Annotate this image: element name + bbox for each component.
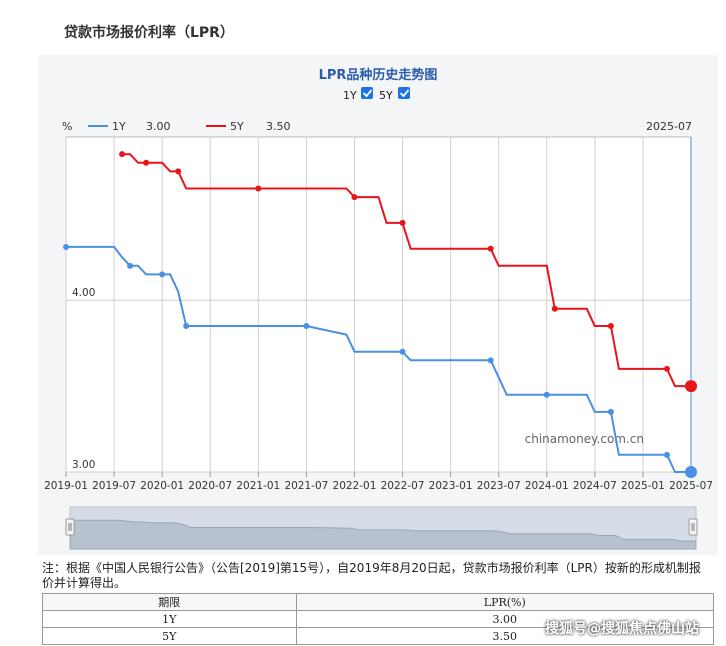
x-tick-label: 2021-01	[236, 480, 280, 492]
data-point-1y	[399, 348, 406, 355]
lpr-chart: LPR品种历史走势图 1Y 5Y % 1Y 3.00 5Y 3.50 2025-…	[44, 67, 713, 550]
y-axis-ticks: 3.00 4.00	[72, 287, 95, 471]
toggle-5y-label: 5Y	[379, 89, 393, 102]
data-point-5y	[255, 185, 262, 192]
series-line-1y	[66, 245, 691, 473]
data-point-5y	[351, 194, 358, 201]
navigator-left-handle[interactable]	[65, 518, 75, 536]
x-axis-ticks: 2019-01 2019-07 2020-01 2020-07 2021-01 2021-…	[44, 472, 713, 492]
highlight-point-5y	[685, 380, 697, 393]
x-tick-label: 2025-01	[621, 480, 665, 492]
table-cell-term: 1Y	[42, 610, 297, 628]
data-point-1y	[663, 451, 670, 458]
source-label: chinamoney.com.cn	[525, 432, 644, 446]
data-point-5y	[551, 305, 558, 312]
table-row: 1Y 3.00	[42, 610, 715, 628]
table-header-term: 期限	[42, 593, 297, 611]
data-point-5y	[663, 365, 670, 372]
x-tick-label: 2025-07	[669, 480, 713, 492]
watermark: 搜狐号@搜狐焦点佛山站	[545, 621, 699, 637]
page-heading: 贷款市场报价利率（LPR）	[64, 25, 234, 41]
data-point-1y	[607, 408, 614, 415]
footnote: 注：根据《中国人民银行公告》（公告[2019]第15号），自2019年8月20日…	[42, 561, 701, 590]
x-tick-label: 2023-07	[477, 480, 521, 492]
y-axis-label: %	[62, 120, 72, 133]
table-row: 5Y 3.50	[42, 627, 715, 645]
navigator-right-handle[interactable]	[688, 518, 698, 536]
table-cell-rate: 3.50	[295, 627, 715, 645]
chart-title: LPR品种历史走势图	[319, 67, 438, 83]
x-tick-label: 2019-01	[44, 480, 88, 492]
legend-value-5y: 3.50	[266, 120, 291, 133]
cursor-date-label: 2025-07	[646, 120, 692, 133]
table-header-rate: LPR(%)	[295, 593, 715, 611]
plot-area	[65, 136, 692, 473]
navigator-series-area	[69, 519, 697, 550]
grid-lines	[65, 137, 692, 473]
data-point-5y	[399, 219, 406, 226]
data-point-1y	[543, 391, 550, 398]
chart-panel: LPR品种历史走势图 1Y 5Y % 1Y 3.00 5Y 3.50 2025-…	[38, 55, 718, 555]
series-line-5y	[122, 153, 691, 388]
table-cell-term: 5Y	[42, 627, 297, 645]
data-point-1y	[487, 357, 494, 364]
data-point-1y	[159, 271, 166, 278]
highlight-point-1y	[685, 466, 697, 478]
legend-value-1y: 3.00	[146, 120, 171, 133]
lpr-table: 期限 LPR(%) 1Y 3.00 5Y 3.50	[42, 593, 715, 645]
data-point-5y	[143, 159, 150, 166]
data-point-5y	[119, 151, 126, 158]
data-point-5y	[607, 322, 614, 329]
data-point-5y	[487, 245, 494, 252]
y-tick-label: 4.00	[72, 287, 95, 299]
y-tick-label: 3.00	[72, 459, 95, 471]
data-point-1y	[303, 322, 310, 329]
data-point-1y	[183, 322, 190, 329]
table-header-row: 期限 LPR(%)	[42, 593, 715, 611]
legend-label-5y: 5Y	[230, 120, 244, 133]
toggle-5y-checkbox[interactable]	[398, 87, 410, 99]
toggle-1y-checkbox[interactable]	[361, 87, 373, 99]
data-point-1y	[63, 243, 69, 250]
x-tick-label: 2020-01	[140, 480, 184, 492]
x-tick-label: 2023-01	[429, 480, 473, 492]
x-tick-label: 2022-07	[381, 480, 425, 492]
x-tick-label: 2021-07	[284, 480, 328, 492]
series-layer	[63, 151, 697, 478]
x-tick-label: 2024-07	[573, 480, 617, 492]
x-tick-label: 2020-07	[188, 480, 232, 492]
x-tick-label: 2019-07	[92, 480, 136, 492]
legend-label-1y: 1Y	[112, 120, 126, 133]
toggle-1y-label: 1Y	[343, 89, 357, 102]
data-point-1y	[127, 262, 134, 269]
data-point-5y	[175, 168, 182, 175]
range-navigator[interactable]	[65, 506, 698, 550]
x-tick-label: 2022-01	[333, 480, 377, 492]
x-tick-label: 2024-01	[525, 480, 569, 492]
